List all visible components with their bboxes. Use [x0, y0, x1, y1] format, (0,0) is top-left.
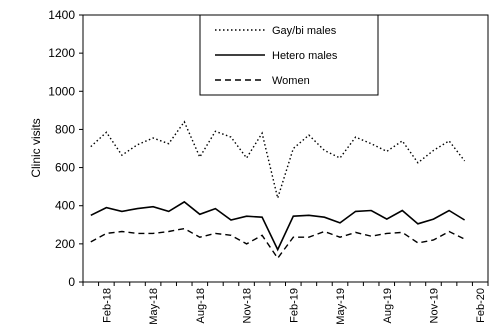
y-tick-label: 600: [55, 161, 75, 175]
x-tick-label: May-19: [335, 288, 347, 325]
series-line-3: [90, 227, 465, 260]
y-tick-label: 400: [55, 199, 75, 213]
legend-label-3: Women: [272, 75, 310, 87]
x-tick-label: Aug-19: [382, 288, 394, 323]
legend-label-1: Gay/bi males: [272, 25, 337, 37]
y-tick-label: 1200: [48, 46, 75, 60]
y-tick-label: 800: [55, 122, 75, 136]
x-tick-label: Feb-18: [101, 288, 113, 323]
x-tick-label: May-18: [148, 288, 160, 325]
x-tick-label: Aug-18: [195, 288, 207, 323]
series-lines: [90, 120, 466, 260]
y-axis-ticks: 0 200 400 600 800 1000 1200 1400: [48, 8, 83, 289]
series-line-1: [90, 120, 466, 201]
x-axis-ticks: Feb-18 May-18 Aug-18 Nov-18 Feb-19 May-19 Aug-…: [82, 282, 489, 325]
y-tick-label: 0: [68, 275, 75, 289]
series-line-2: [90, 200, 466, 252]
legend: Gay/bi males Hetero males Women: [199, 14, 379, 96]
y-tick-label: 1400: [48, 8, 75, 22]
x-tick-label: Feb-20: [475, 288, 487, 323]
y-axis-label: Clinic visits: [29, 118, 43, 177]
y-tick-label: 1000: [48, 84, 75, 98]
x-tick-label: Feb-19: [288, 288, 300, 323]
x-tick-label: Nov-19: [428, 288, 440, 323]
y-tick-label: 200: [55, 237, 75, 251]
legend-label-2: Hetero males: [272, 50, 338, 62]
x-tick-label: Nov-18: [242, 288, 254, 323]
